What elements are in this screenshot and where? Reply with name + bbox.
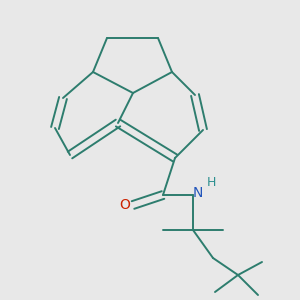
Text: O: O (120, 198, 130, 212)
Text: H: H (206, 176, 216, 190)
Text: N: N (193, 186, 203, 200)
